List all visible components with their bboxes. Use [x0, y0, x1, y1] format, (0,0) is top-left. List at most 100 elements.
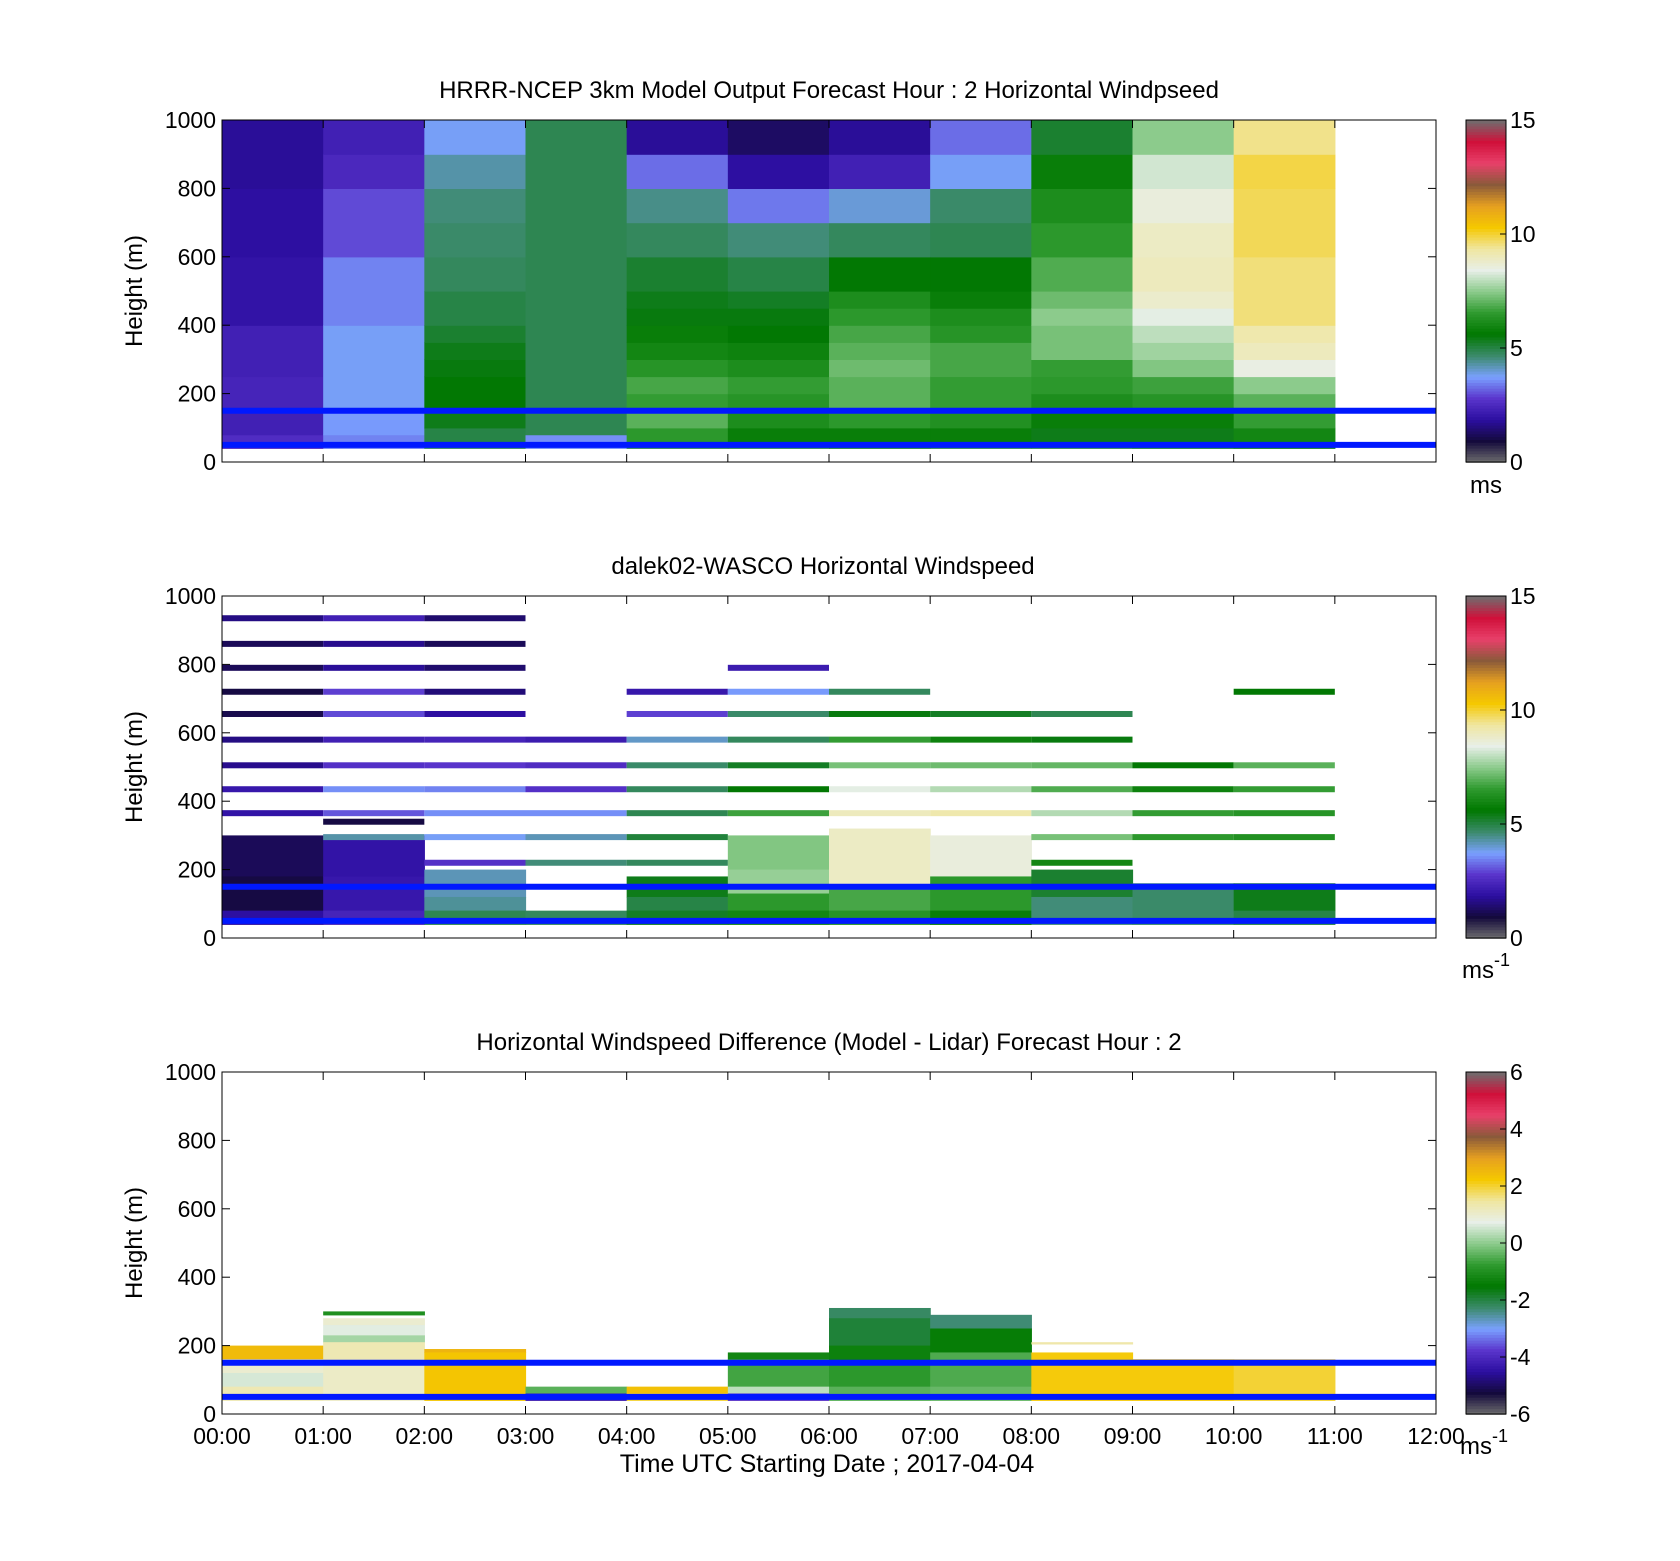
- heatmap-strip: [1031, 736, 1133, 743]
- panel-difference-xlabel: Time UTC Starting Date ; 2017-04-04: [620, 1450, 1035, 1478]
- colorbar-swatch: [1466, 348, 1506, 352]
- heatmap-strip: [727, 736, 829, 743]
- colorbar-swatch: [1466, 1077, 1506, 1082]
- colorbar-swatch: [1466, 154, 1506, 158]
- colorbar-swatch: [1466, 1194, 1506, 1199]
- colorbar-swatch: [1466, 598, 1506, 603]
- colorbar-swatch: [1466, 228, 1506, 232]
- colorbar-swatch: [1466, 407, 1506, 412]
- colorbar-swatch: [1466, 447, 1506, 452]
- colorbar-swatch: [1466, 1094, 1506, 1099]
- heatmap-cell: [829, 308, 931, 326]
- heatmap-strip: [424, 786, 526, 793]
- heatmap-cell: [626, 154, 729, 189]
- colorbar-swatch: [1466, 712, 1506, 717]
- colorbar-swatch: [1466, 1268, 1506, 1273]
- colorbar-swatch: [1466, 1191, 1506, 1196]
- heatmap-strip: [323, 688, 425, 695]
- colorbar-swatch: [1466, 387, 1506, 392]
- colorbar-swatch: [1466, 422, 1506, 426]
- colorbar-swatch: [1466, 288, 1506, 292]
- heatmap-cell: [626, 342, 729, 360]
- heatmap-cell: [829, 120, 931, 155]
- colorbar-swatch: [1466, 1282, 1506, 1287]
- heatmap-strip: [1233, 688, 1335, 695]
- colorbar-swatch: [1466, 1368, 1506, 1373]
- heatmap-cell: [930, 120, 1032, 155]
- colorbar-swatch: [1466, 1240, 1506, 1244]
- heatmap-cell: [1031, 325, 1134, 360]
- colorbar-swatch: [1466, 915, 1506, 919]
- heatmap-cell: [930, 308, 1032, 326]
- heatmap-cell: [930, 427, 1032, 443]
- heatmap-strip: [829, 810, 931, 817]
- colorbar-swatch: [1466, 322, 1506, 326]
- colorbar-swatch: [1466, 647, 1506, 651]
- colorbar-swatch: [1466, 684, 1506, 688]
- heatmap-strip: [626, 688, 728, 695]
- colorbar-swatch: [1466, 758, 1506, 763]
- colorbar-swatch: [1466, 265, 1506, 269]
- heatmap-strip: [222, 810, 324, 817]
- heatmap-cell: [626, 410, 729, 429]
- heatmap-cell: [930, 1352, 1032, 1388]
- colorbar-swatch: [1466, 881, 1506, 885]
- colorbar-swatch: [1466, 695, 1506, 700]
- heatmap-cell: [323, 876, 425, 912]
- colorbar-swatch: [1466, 1331, 1506, 1335]
- x-tick-label: 05:00: [699, 1423, 757, 1449]
- heatmap-cell: [829, 427, 931, 443]
- heatmap-cell: [1031, 393, 1134, 412]
- heatmap-cell: [930, 222, 1032, 258]
- colorbar-swatch: [1466, 157, 1506, 161]
- panel-model: HRRR-NCEP 3km Model Output Forecast Hour…: [121, 77, 1536, 499]
- colorbar-swatch: [1466, 1129, 1506, 1133]
- colorbar-swatch: [1466, 276, 1506, 281]
- colorbar-swatch: [1466, 1405, 1506, 1410]
- x-tick-label: 03:00: [497, 1423, 555, 1449]
- heatmap-strip: [1031, 762, 1133, 769]
- colorbar-swatch: [1466, 214, 1506, 218]
- colorbar-swatch: [1466, 678, 1506, 683]
- colorbar-swatch: [1466, 866, 1506, 871]
- colorbar-swatch: [1466, 1245, 1506, 1250]
- heatmap-cell: [727, 291, 830, 309]
- heatmap-cell: [626, 376, 729, 395]
- colorbar-swatch: [1466, 1171, 1506, 1176]
- colorbar-swatch: [1466, 667, 1506, 671]
- colorbar-swatch: [1466, 202, 1506, 207]
- colorbar-swatch: [1466, 1123, 1506, 1127]
- heatmap-strip: [525, 762, 627, 769]
- colorbar-swatch: [1466, 433, 1506, 438]
- colorbar-swatch: [1466, 912, 1506, 916]
- colorbar-swatch: [1466, 271, 1506, 275]
- colorbar-swatch: [1466, 256, 1506, 261]
- colorbar-swatch: [1466, 125, 1506, 130]
- colorbar-swatch: [1466, 1348, 1506, 1353]
- colorbar-swatch: [1466, 373, 1506, 378]
- colorbar-swatch: [1466, 735, 1506, 740]
- heatmap-cell: [829, 154, 931, 189]
- colorbar-swatch: [1466, 171, 1506, 175]
- panel-difference: Horizontal Windspeed Difference (Model -…: [121, 1029, 1531, 1478]
- colorbar-swatch: [1466, 1357, 1506, 1361]
- y-tick-label: 600: [178, 720, 216, 746]
- heatmap-cell: [727, 120, 830, 155]
- colorbar-swatch: [1466, 333, 1506, 338]
- panel-difference-colorbar: 6 4 2 0 -2 -4 -6: [1465, 1059, 1531, 1427]
- colorbar-swatch: [1466, 259, 1506, 264]
- colorbar-swatch: [1466, 319, 1506, 324]
- heatmap-cell: [424, 1349, 527, 1354]
- colorbar-swatch: [1466, 1117, 1506, 1122]
- heatmap-strip: [1132, 786, 1234, 793]
- heatmap-cell: [626, 359, 729, 378]
- colorbar-swatch: [1466, 670, 1506, 674]
- colorbar-swatch: [1466, 1131, 1506, 1136]
- y-tick-label: 800: [178, 651, 216, 677]
- colorbar-swatch: [1466, 1177, 1506, 1182]
- colorbar-swatch: [1466, 453, 1506, 458]
- heatmap-cell: [323, 188, 425, 258]
- x-tick-label: 10:00: [1205, 1423, 1263, 1449]
- colorbar-swatch: [1466, 775, 1506, 780]
